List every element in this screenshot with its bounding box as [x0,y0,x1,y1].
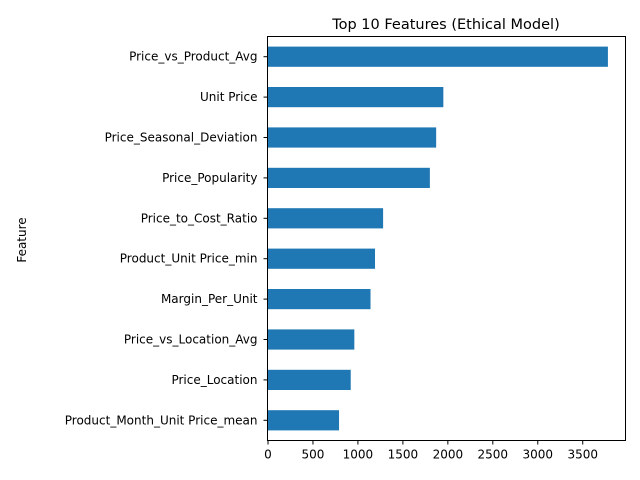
bar [268,167,430,188]
x-tick-label: 1000 [343,448,374,462]
x-tick-label: 2000 [433,448,464,462]
bar [268,127,437,148]
y-tick-label: Price_Location [171,373,257,387]
y-tick-label: Price_Seasonal_Deviation [105,131,258,145]
plot-frame [267,36,626,441]
y-tick-label: Unit Price [200,90,258,104]
x-tick-label: 500 [302,448,325,462]
bar [268,410,340,431]
x-tick-label: 3500 [567,448,598,462]
x-tick-label: 3000 [522,448,553,462]
y-axis-label: Feature [15,217,29,262]
bar [268,208,384,229]
bar [268,289,371,310]
x-tick-label: 1500 [388,448,419,462]
y-tick-label: Price_vs_Product_Avg [129,50,257,64]
y-tick-label: Price_to_Cost_Ratio [141,211,258,225]
bar [268,87,444,108]
y-tick-label: Price_vs_Location_Avg [124,333,258,347]
x-tick-label: 2500 [478,448,509,462]
y-tick-label: Product_Unit Price_min [120,252,258,266]
y-tick-label: Price_Popularity [162,171,257,185]
y-tick-label: Margin_Per_Unit [161,292,258,306]
bars-group [268,46,608,431]
bar [268,369,351,390]
bar [268,248,376,269]
bar [268,329,355,350]
y-tick-label: Product_Month_Unit Price_mean [65,413,258,427]
chart-title: Top 10 Features (Ethical Model) [331,17,560,33]
bar [268,46,608,67]
x-ticks-group: 0 500 1000 1500 2000 2500 3000 3500 [264,440,598,462]
y-ticks-group: Price_vs_Product_Avg Unit Price Price_Seas… [65,50,268,427]
x-tick-label: 0 [264,448,272,462]
